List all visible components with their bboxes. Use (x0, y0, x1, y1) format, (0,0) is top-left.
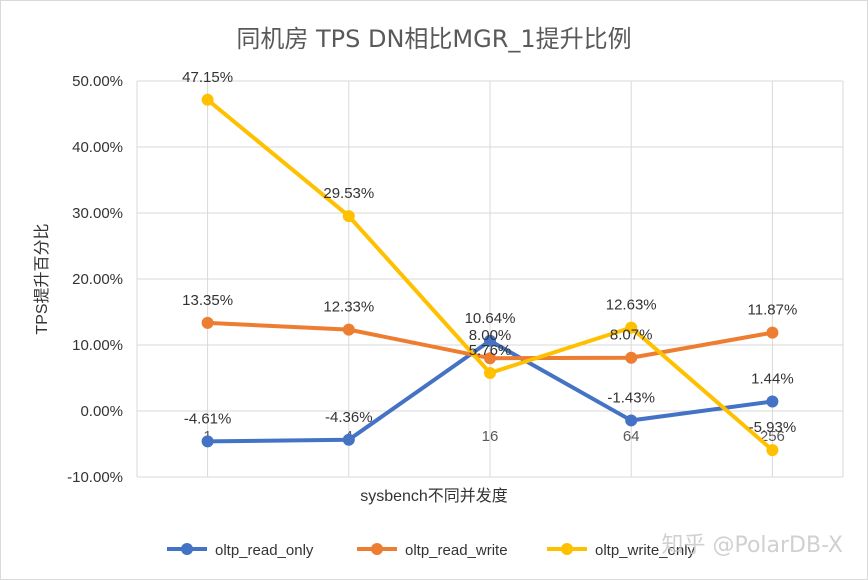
data-label-oltp_write_only: -5.93% (749, 419, 797, 436)
y-tick-label: 50.00% (72, 73, 123, 90)
data-label-oltp_write_only: 5.76% (469, 342, 512, 359)
data-point-oltp_write_only (342, 210, 355, 223)
data-label-oltp_read_write: 8.00% (469, 327, 512, 344)
x-tick-label: 16 (482, 428, 499, 445)
data-label-oltp_read_only: -4.61% (184, 410, 232, 427)
y-tick-label: 30.00% (72, 205, 123, 222)
x-tick-label: 64 (623, 428, 640, 445)
y-tick-label: 40.00% (72, 139, 123, 156)
data-point-oltp_write_only (484, 366, 496, 379)
y-tick-label: -10.00% (67, 469, 123, 486)
data-point-oltp_read_only (342, 433, 355, 446)
y-tick-label: 10.00% (72, 337, 123, 354)
data-point-oltp_read_write (484, 352, 496, 365)
data-label-oltp_read_write: 12.33% (323, 299, 374, 316)
legend-marker-oltp_write_only (561, 543, 573, 555)
data-point-oltp_read_write (625, 351, 638, 364)
data-point-oltp_read_write (766, 326, 779, 339)
x-tick-label: 256 (760, 428, 785, 445)
data-label-oltp_read_only: 10.64% (465, 310, 516, 327)
data-label-oltp_write_only: 47.15% (182, 69, 233, 86)
data-label-oltp_read_only: -1.43% (607, 389, 655, 406)
legend-label-oltp_read_only: oltp_read_only (215, 542, 314, 559)
legend-marker-oltp_read_write (371, 543, 383, 555)
data-point-oltp_read_only (201, 435, 214, 448)
data-point-oltp_read_only (484, 334, 496, 347)
legend-label-oltp_read_write: oltp_read_write (405, 542, 508, 559)
data-point-oltp_write_only (625, 321, 638, 334)
data-point-oltp_write_only (201, 93, 214, 106)
data-label-oltp_read_write: 11.87% (748, 302, 798, 319)
legend-label-oltp_write_only: oltp_write_only (595, 542, 696, 559)
y-tick-label: 20.00% (72, 271, 123, 288)
data-point-oltp_read_only (766, 395, 779, 408)
data-label-oltp_read_only: -4.36% (325, 409, 373, 426)
data-label-oltp_write_only: 29.53% (323, 185, 374, 202)
data-label-oltp_read_write: 13.35% (182, 292, 233, 309)
data-point-oltp_write_only (766, 444, 779, 457)
chart-title: 同机房 TPS DN相比MGR_1提升比例 (236, 25, 631, 53)
data-point-oltp_read_write (201, 316, 214, 329)
y-tick-label: 0.00% (80, 403, 123, 420)
legend-marker-oltp_read_only (181, 543, 193, 555)
x-axis-title: sysbench不同并发度 (360, 487, 508, 505)
data-point-oltp_read_write (342, 323, 355, 336)
y-axis-title: TPS提升百分比 (33, 223, 51, 334)
data-label-oltp_read_write: 8.07% (610, 327, 653, 344)
data-label-oltp_write_only: 12.63% (606, 297, 657, 314)
data-point-oltp_read_only (625, 414, 638, 427)
watermark: 知乎 @PolarDB-X (661, 533, 843, 558)
data-label-oltp_read_only: 1.44% (751, 370, 794, 387)
